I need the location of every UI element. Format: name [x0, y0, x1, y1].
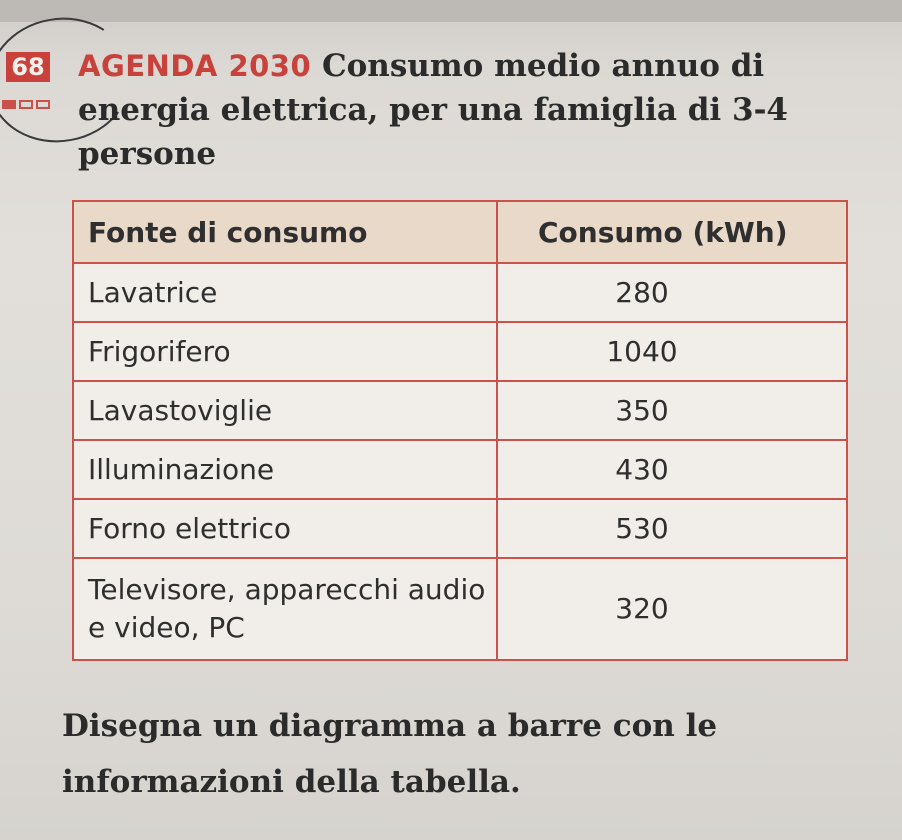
exercise-title: AGENDA 2030 Consumo medio annuo di energ…: [78, 44, 888, 176]
difficulty-marks-icon: [2, 100, 62, 112]
header-consumption: Consumo (kWh): [496, 200, 848, 264]
table-row: Forno elettrico 530: [72, 498, 848, 559]
row-value: 350: [496, 380, 848, 441]
row-value: 530: [496, 498, 848, 559]
table-row: Lavastoviglie 350: [72, 380, 848, 441]
row-value: 280: [496, 262, 848, 323]
table-row: Frigorifero 1040: [72, 321, 848, 382]
top-edge: [0, 0, 902, 22]
row-value: 430: [496, 439, 848, 500]
table-row: Illuminazione 430: [72, 439, 848, 500]
consumption-table: Fonte di consumo Consumo (kWh) Lavatrice…: [72, 200, 848, 661]
row-source: Frigorifero: [72, 321, 498, 382]
row-source: Lavastoviglie: [72, 380, 498, 441]
row-source: Illuminazione: [72, 439, 498, 500]
header-source: Fonte di consumo: [72, 200, 498, 264]
agenda-tag: AGENDA 2030: [78, 49, 312, 83]
exercise-instruction: Disegna un diagramma a barre con le info…: [62, 708, 718, 800]
row-source: Forno elettrico: [72, 498, 498, 559]
exercise-number: 68: [6, 52, 50, 82]
row-source: Televisore, apparecchi audio e video, PC: [72, 557, 498, 661]
table-row: Televisore, apparecchi audio e video, PC…: [72, 557, 848, 661]
table-header-row: Fonte di consumo Consumo (kWh): [72, 200, 848, 264]
table-row: Lavatrice 280: [72, 262, 848, 323]
row-value: 320: [496, 557, 848, 661]
row-value: 1040: [496, 321, 848, 382]
row-source: Lavatrice: [72, 262, 498, 323]
title-text: Consumo medio annuo di energia elettrica…: [78, 48, 789, 172]
